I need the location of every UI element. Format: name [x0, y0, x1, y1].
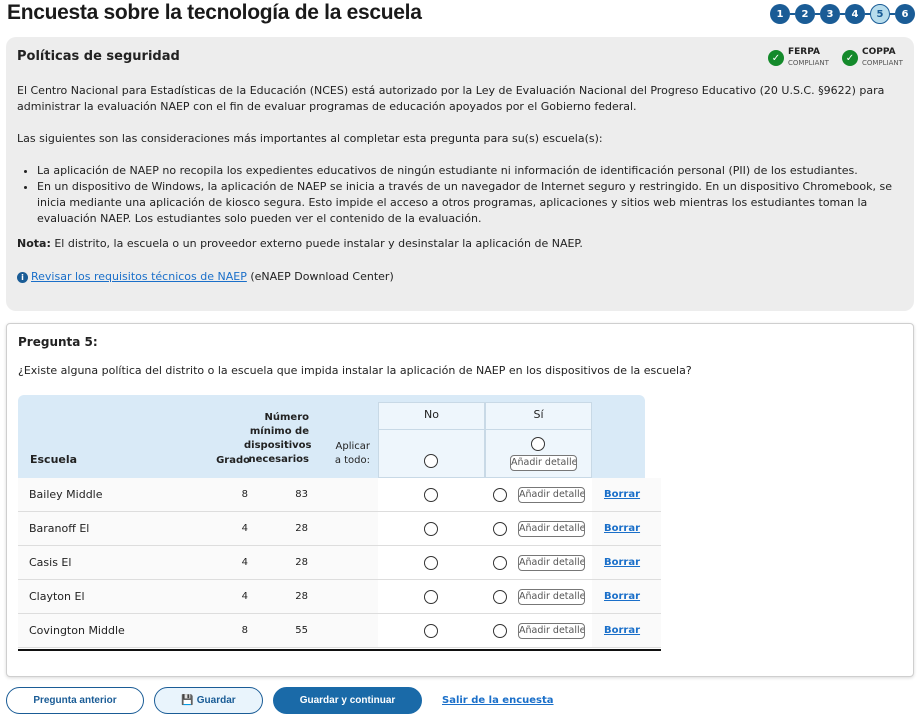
question-text: ¿Existe alguna política del distrito o l… [18, 364, 692, 377]
ferpa-badge: ✓ FERPA COMPLIANT [768, 47, 829, 69]
yes-radio[interactable] [493, 522, 507, 536]
previous-question-button[interactable]: Pregunta anterior [6, 687, 144, 714]
min-devices: 28 [295, 523, 308, 534]
badge-sub: COMPLIANT [788, 59, 829, 67]
save-label: Guardar [196, 695, 236, 706]
yes-radio[interactable] [493, 590, 507, 604]
min-devices: 28 [295, 591, 308, 602]
list-item: La aplicación de NAEP no recopila los ex… [37, 163, 897, 179]
min-devices: 55 [295, 625, 308, 636]
header-grade: Grado [216, 455, 250, 466]
table-row: Baranoff El 4 28 Añadir detalles Borrar [18, 512, 661, 546]
exit-survey-link[interactable]: Salir de la encuesta [442, 695, 554, 706]
add-details-button[interactable]: Añadir detalles [518, 623, 585, 639]
delete-link[interactable]: Borrar [604, 557, 641, 568]
badge-sub: COMPLIANT [862, 59, 903, 67]
header-min-devices: Número mínimo de dispositivos necesarios [244, 412, 312, 465]
grade: 4 [241, 591, 248, 602]
add-details-button[interactable]: Añadir detalles [518, 555, 585, 571]
header-no: No [424, 408, 439, 421]
grade: 8 [241, 625, 248, 636]
note-label: Nota: [17, 237, 51, 250]
header-apply-all: Aplicar a todo: [334, 441, 370, 466]
step-2[interactable]: 2 [795, 4, 815, 24]
tech-req-line: i Revisar los requisitos técnicos de NAEP… [17, 269, 897, 285]
no-radio[interactable] [424, 556, 438, 570]
add-details-button[interactable]: Añadir detalles [518, 487, 585, 503]
badge-name: FERPA [788, 47, 820, 57]
delete-link[interactable]: Borrar [604, 625, 641, 636]
security-policies-panel: Políticas de seguridad ✓ FERPA COMPLIANT … [6, 37, 914, 311]
no-radio[interactable] [424, 590, 438, 604]
min-devices: 83 [295, 489, 308, 500]
header-yes: Sí [533, 408, 544, 421]
add-details-button[interactable]: Añadir detalles [518, 521, 585, 537]
apply-all-yes-radio[interactable] [531, 437, 545, 451]
note: Nota: El distrito, la escuela o un prove… [17, 236, 897, 252]
table-row: Covington Middle 8 55 Añadir detalles Bo… [18, 614, 661, 648]
no-radio[interactable] [424, 488, 438, 502]
check-icon: ✓ [842, 50, 858, 66]
table-row: Clayton El 4 28 Añadir detalles Borrar [18, 580, 661, 614]
page-title: Encuesta sobre la tecnología de la escue… [7, 1, 422, 24]
school-name: Casis El [29, 556, 72, 569]
min-devices: 28 [295, 557, 308, 568]
yes-radio[interactable] [493, 488, 507, 502]
step-1[interactable]: 1 [770, 4, 790, 24]
school-name: Covington Middle [29, 624, 125, 637]
yes-radio[interactable] [493, 624, 507, 638]
yes-radio[interactable] [493, 556, 507, 570]
table-row: Casis El 4 28 Añadir detalles Borrar [18, 546, 661, 580]
grade: 4 [241, 523, 248, 534]
no-radio[interactable] [424, 624, 438, 638]
panel-title: Políticas de seguridad [17, 49, 180, 64]
coppa-badge: ✓ COPPA COMPLIANT [842, 47, 903, 69]
add-details-button[interactable]: Añadir detalles [518, 589, 585, 605]
save-button[interactable]: 💾 Guardar [154, 687, 263, 714]
grade: 8 [241, 489, 248, 500]
badge-name: COPPA [862, 47, 896, 57]
school-name: Baranoff El [29, 522, 90, 535]
grade: 4 [241, 557, 248, 568]
step-5-current[interactable]: 5 [870, 4, 890, 24]
apply-all-add-details-button[interactable]: Añadir detalles [510, 455, 577, 471]
delete-link[interactable]: Borrar [604, 489, 641, 500]
lead-text: Las siguientes son las consideraciones m… [17, 132, 603, 145]
table-row: Bailey Middle 8 83 Añadir detalles Borra… [18, 478, 661, 512]
step-3[interactable]: 3 [820, 4, 840, 24]
step-6[interactable]: 6 [895, 4, 915, 24]
considerations-list: La aplicación de NAEP no recopila los ex… [17, 163, 897, 227]
apply-all-no-radio[interactable] [424, 454, 438, 468]
school-name: Bailey Middle [29, 488, 103, 501]
school-name: Clayton El [29, 590, 85, 603]
intro-text: El Centro Nacional para Estadísticas de … [17, 84, 885, 113]
step-4[interactable]: 4 [845, 4, 865, 24]
progress-steps: 1 2 3 4 5 6 [770, 4, 915, 24]
delete-link[interactable]: Borrar [604, 591, 641, 602]
header-school: Escuela [30, 453, 78, 466]
save-icon: 💾 [181, 695, 194, 706]
save-continue-button[interactable]: Guardar y continuar [273, 687, 422, 714]
no-radio[interactable] [424, 522, 438, 536]
delete-link[interactable]: Borrar [604, 523, 641, 534]
question-title: Pregunta 5: [18, 335, 98, 349]
list-item: En un dispositivo de Windows, la aplicac… [37, 179, 897, 227]
check-icon: ✓ [768, 50, 784, 66]
info-icon: i [17, 272, 28, 283]
link-suffix: (eNAEP Download Center) [246, 270, 394, 283]
note-text: El distrito, la escuela o un proveedor e… [50, 237, 583, 250]
tech-requirements-link[interactable]: Revisar los requisitos técnicos de NAEP [31, 270, 247, 283]
